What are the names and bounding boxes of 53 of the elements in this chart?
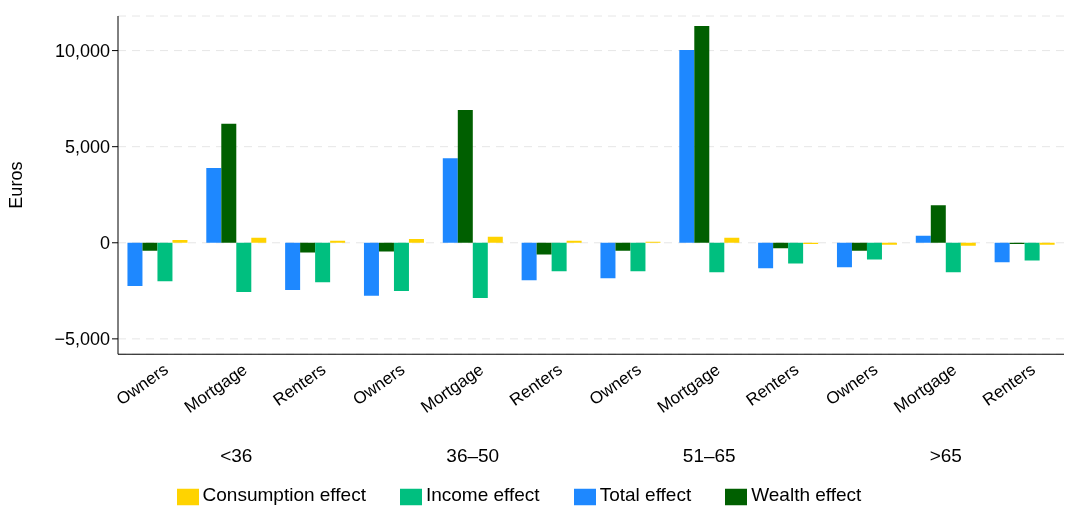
bar — [679, 50, 695, 243]
y-tick-label: 10,000 — [54, 40, 110, 61]
bar — [945, 242, 961, 273]
bar — [709, 242, 725, 273]
text: <36 — [220, 445, 253, 467]
bar — [866, 242, 882, 260]
bar — [994, 242, 1010, 263]
bar — [551, 242, 567, 272]
bar — [315, 242, 331, 283]
bar — [930, 205, 946, 243]
bar — [378, 242, 394, 252]
y-tick-label: 0 — [99, 233, 110, 254]
text: >65 — [929, 445, 962, 467]
y-tick-label: −5,000 — [54, 329, 110, 350]
bar — [615, 242, 631, 251]
bar — [236, 242, 252, 292]
bar — [630, 242, 646, 272]
bar — [521, 242, 537, 281]
bar — [1024, 242, 1040, 261]
bar — [758, 242, 774, 269]
bar — [457, 109, 473, 243]
bar — [915, 235, 931, 243]
bar — [221, 123, 237, 243]
bar — [724, 237, 740, 243]
legend-label: Wealth effect — [751, 484, 862, 506]
y-axis-title: Euros — [6, 161, 27, 209]
bar — [363, 242, 379, 296]
bar — [694, 25, 710, 243]
bar — [536, 242, 552, 255]
text: 51–65 — [682, 445, 736, 467]
bar — [393, 242, 409, 292]
bar — [851, 242, 867, 251]
bar — [127, 242, 143, 287]
bar — [172, 239, 188, 243]
bar — [472, 242, 488, 298]
y-tick-label: 5,000 — [64, 137, 110, 158]
bar — [285, 242, 301, 291]
bar — [251, 237, 267, 243]
text: 36–50 — [446, 445, 500, 467]
legend-label: Total effect — [599, 484, 692, 506]
bar — [487, 236, 503, 243]
bar — [157, 242, 173, 282]
bar — [788, 242, 804, 264]
bar — [206, 168, 222, 243]
bar — [600, 242, 616, 279]
bar — [142, 242, 158, 251]
bar — [836, 242, 852, 268]
bar — [442, 158, 458, 243]
bar — [960, 242, 976, 246]
bar — [300, 242, 316, 253]
legend-label: Income effect — [425, 484, 540, 506]
bar — [408, 238, 424, 243]
legend-label: Consumption effect — [202, 484, 366, 506]
